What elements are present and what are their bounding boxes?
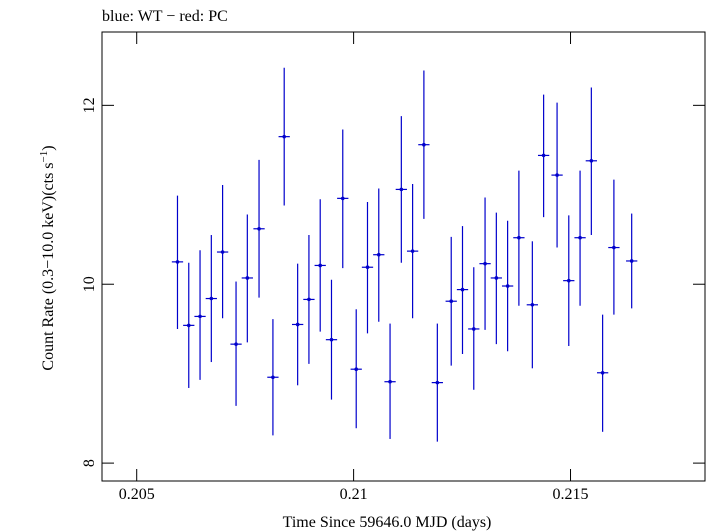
y-tick-label: 8 — [81, 459, 98, 467]
y-axis-ticks: 8 10 12 — [81, 97, 705, 467]
data-point — [337, 129, 349, 269]
y-axis-label: Count Rate (0.3−10.0 keV)(cts s−1) — [38, 145, 57, 370]
data-point — [216, 184, 229, 319]
point-marker — [505, 284, 510, 288]
data-point — [490, 212, 502, 345]
data-point — [303, 235, 315, 364]
data-point — [445, 236, 457, 366]
data-point — [596, 314, 609, 432]
point-marker — [295, 322, 300, 327]
data-point — [626, 213, 638, 309]
data-point — [384, 323, 396, 439]
point-marker — [578, 235, 582, 240]
data-point — [406, 184, 419, 319]
data-point — [205, 235, 217, 363]
y-axis-label-superscript: −1 — [38, 151, 50, 163]
data-point — [456, 226, 469, 354]
point-marker — [541, 153, 546, 158]
data-point — [292, 263, 304, 386]
point-marker — [471, 327, 476, 331]
plot-frame — [101, 31, 706, 482]
data-point — [253, 159, 265, 298]
x-tick-label: 0.205 — [119, 486, 155, 503]
point-marker — [282, 134, 287, 139]
point-marker — [566, 278, 571, 283]
point-marker — [271, 375, 275, 380]
point-marker — [530, 302, 535, 307]
x-tick-label: 0.21 — [340, 486, 368, 503]
point-marker — [435, 380, 440, 385]
data-point — [563, 215, 575, 346]
point-marker — [410, 249, 415, 253]
point-marker — [494, 276, 499, 280]
data-point — [241, 214, 253, 343]
point-marker — [589, 158, 594, 163]
x-axis-ticks: 0.205 0.21 0.215 — [119, 32, 589, 503]
point-marker — [175, 260, 180, 264]
data-point — [373, 188, 385, 322]
data-point — [479, 197, 491, 330]
y-axis-label-end: ) — [40, 145, 57, 150]
point-marker — [220, 250, 225, 254]
point-marker — [209, 296, 214, 301]
y-tick-label: 12 — [81, 97, 98, 113]
point-marker — [600, 370, 605, 375]
x-axis-label: Time Since 59646.0 MJD (days) — [283, 514, 492, 531]
data-point — [350, 309, 362, 429]
point-marker — [388, 379, 392, 384]
data-point — [574, 170, 586, 306]
data-point — [513, 170, 525, 306]
point-marker — [612, 245, 616, 250]
data-point — [325, 279, 338, 400]
point-marker — [555, 173, 559, 177]
data-point — [608, 179, 620, 315]
data-point — [501, 220, 514, 352]
point-marker — [340, 196, 345, 201]
point-marker — [517, 235, 521, 240]
point-marker — [198, 314, 202, 319]
point-marker — [483, 261, 487, 266]
point-marker — [422, 142, 426, 147]
point-marker — [629, 259, 634, 263]
data-point — [526, 241, 538, 369]
point-marker — [318, 263, 323, 268]
chart-title: blue: WT − red: PC — [102, 8, 228, 25]
data-point — [267, 319, 279, 436]
y-axis-label-main: Count Rate (0.3−10.0 keV)(cts s — [40, 162, 57, 370]
data-point — [230, 281, 242, 406]
point-marker — [449, 299, 454, 304]
data-point — [537, 94, 550, 218]
point-marker — [186, 323, 191, 328]
point-marker — [329, 337, 334, 342]
data-point — [194, 250, 206, 380]
point-marker — [376, 252, 381, 257]
x-tick-label: 0.215 — [553, 486, 589, 503]
point-marker — [257, 226, 261, 231]
data-points — [171, 67, 638, 442]
point-marker — [460, 287, 465, 292]
y-tick-label: 10 — [81, 276, 98, 292]
data-point — [585, 87, 597, 236]
point-marker — [307, 297, 311, 302]
point-marker — [365, 265, 370, 270]
data-point — [171, 195, 184, 329]
data-point — [551, 102, 563, 248]
data-point — [431, 323, 443, 442]
data-point — [468, 267, 480, 390]
data-point — [361, 201, 374, 334]
data-point — [395, 116, 407, 263]
data-point — [314, 199, 326, 332]
point-marker — [234, 342, 238, 346]
point-marker — [245, 276, 250, 280]
point-marker — [354, 367, 359, 371]
data-point — [278, 67, 290, 206]
data-point — [418, 70, 430, 219]
data-point — [183, 262, 195, 388]
point-marker — [399, 187, 404, 192]
